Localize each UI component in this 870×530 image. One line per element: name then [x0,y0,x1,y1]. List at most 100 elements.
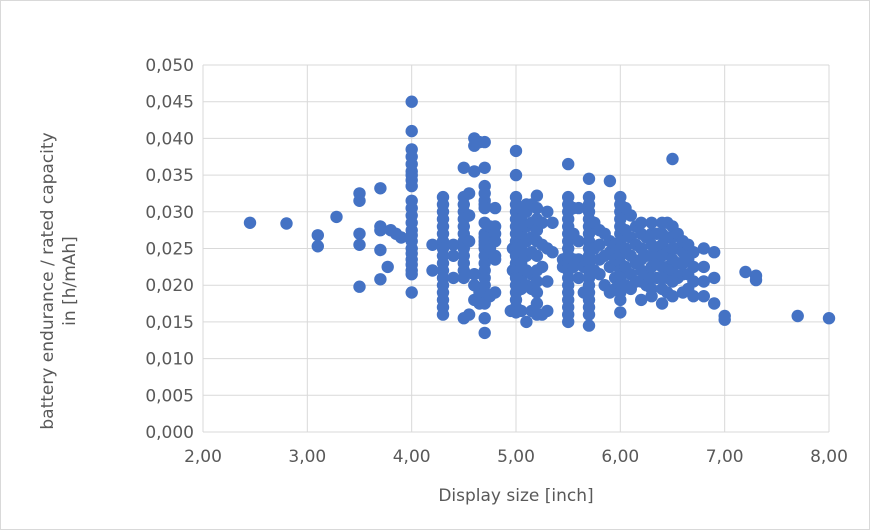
data-point [645,216,658,229]
data-point [405,268,418,281]
data-point [374,182,387,195]
data-point [535,216,549,229]
data-point [478,312,491,325]
data-point [462,187,476,200]
y-tick-label: 0,000 [145,423,194,443]
x-tick-label: 3,00 [288,447,326,467]
data-point [582,308,596,321]
data-point [822,312,836,325]
data-point [405,95,418,108]
y-tick-label: 0,020 [145,276,194,296]
data-point [488,235,502,248]
data-point [488,286,502,299]
data-point [426,238,439,251]
data-point [791,309,804,323]
data-point [708,271,721,285]
data-point [330,210,343,224]
data-point [353,194,366,207]
data-point [374,224,387,237]
data-point [635,216,648,229]
data-point [436,308,450,321]
data-point [462,235,476,248]
data-point [546,216,559,229]
data-point [572,235,585,248]
data-point [280,217,293,230]
data-point [405,124,418,138]
y-tick-labels: 0,000 0,005 0,010 0,015 0,020 0,025 0,030 0,035… [145,56,194,443]
data-point [530,249,544,262]
data-point [457,271,470,285]
data-point [645,290,658,303]
data-point [614,306,627,319]
data-point [582,172,596,185]
x-tick-label: 6,00 [601,447,639,467]
data-point [697,260,710,274]
data-point [353,280,366,293]
data-point [655,297,669,310]
data-point [624,209,637,222]
data-point [635,293,648,307]
data-point [687,260,700,274]
data-point [478,161,491,174]
data-point [687,275,700,288]
data-point [488,201,502,215]
data-point [697,275,710,288]
data-point [243,216,257,229]
data-point [666,290,679,303]
y-tick-label: 0,010 [145,350,194,370]
data-point [405,179,418,193]
data-points [243,95,836,340]
data-point [447,249,460,262]
data-point [395,231,408,244]
data-point [447,271,460,285]
data-point [468,268,481,281]
data-point [447,238,460,251]
y-tick-label: 0,030 [145,203,194,223]
y-tick-label: 0,040 [145,129,194,149]
data-point [582,319,596,332]
data-point [687,290,700,303]
data-point [462,308,476,321]
data-point [749,273,763,287]
data-point [593,238,606,251]
data-point [530,297,544,310]
data-point [374,273,387,286]
data-point [311,229,324,242]
data-point [546,246,559,259]
data-point [468,165,481,178]
x-tick-labels: 2,00 3,00 4,00 5,00 6,00 7,00 8,00 [184,447,848,467]
data-point [697,242,710,255]
y-tick-label: 0,050 [145,56,194,76]
data-point [353,238,366,251]
data-point [478,201,491,215]
data-point [687,246,700,259]
data-point [739,265,752,279]
data-point [311,240,324,253]
x-tick-label: 7,00 [706,447,744,467]
data-point [405,286,418,299]
data-point [535,260,549,274]
x-tick-label: 4,00 [393,447,431,467]
data-point [462,209,476,222]
x-tick-label: 5,00 [497,447,535,467]
data-point [718,313,731,326]
data-point [520,315,533,329]
y-axis-title-line-2: in [h/mAh] [60,236,80,326]
data-point [541,275,554,288]
data-point [708,297,721,310]
data-point [572,201,585,215]
data-point [381,260,394,274]
x-axis-title: Display size [inch] [438,486,593,506]
data-point [509,144,523,158]
data-point [509,168,523,182]
y-tick-label: 0,005 [145,386,194,406]
data-point [593,268,606,281]
data-point [515,304,528,318]
y-tick-label: 0,045 [145,93,194,113]
x-tick-label: 2,00 [184,447,222,467]
data-point [541,304,554,318]
y-axis-title-line-1: battery endurance / rated capacity [38,132,58,429]
data-point [562,315,575,329]
y-tick-label: 0,035 [145,166,194,186]
